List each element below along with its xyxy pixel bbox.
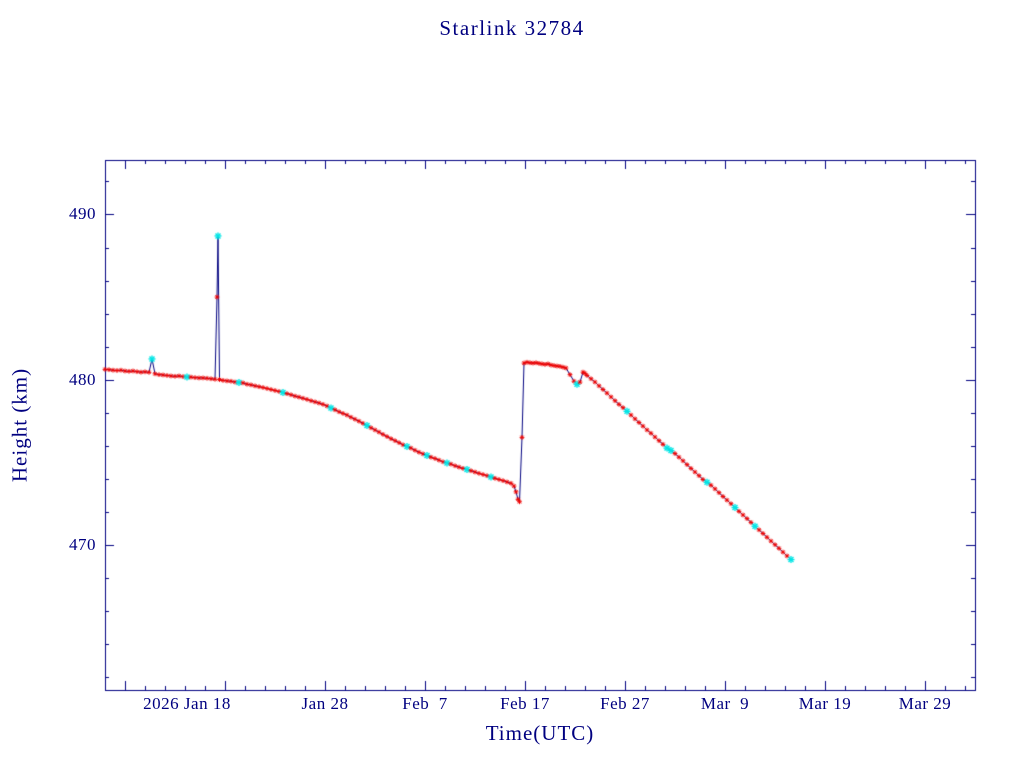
y-tick-label: 480 [69, 369, 96, 389]
x-tick-label: Feb 7 [402, 694, 448, 713]
x-tick-label: Feb 27 [600, 694, 650, 713]
x-tick-label: Mar 9 [700, 694, 750, 713]
y-tick-label: 470 [69, 534, 96, 554]
chart-title: Starlink 32784 [439, 16, 585, 40]
x-tick-label: Feb 17 [500, 694, 550, 713]
x-tick-label: Jan 28 [301, 694, 349, 713]
x-tick-label: Mar 29 [898, 694, 952, 713]
x-axis-label: Time(UTC) [485, 721, 595, 745]
x-tick-label: Mar 19 [798, 694, 852, 713]
x-tick-label: 2026 Jan 18 [143, 694, 231, 713]
y-tick-label: 490 [69, 204, 96, 224]
